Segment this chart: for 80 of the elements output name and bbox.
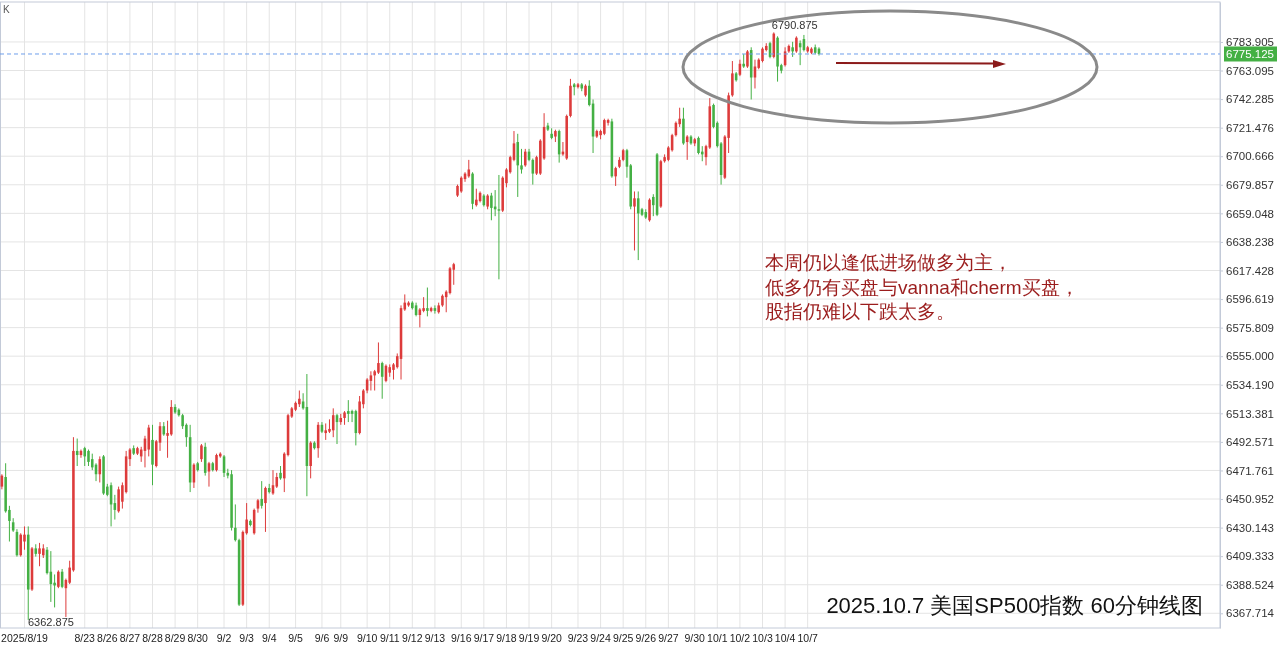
y-tick-label: 6367.714 [1226, 607, 1275, 620]
x-tick-label: 9/13 [424, 632, 446, 644]
candlestick [648, 197, 651, 223]
candlestick [347, 399, 350, 423]
y-tick-label: 6700.666 [1226, 150, 1274, 163]
x-tick-label: 8/27 [119, 632, 141, 644]
candlestick [117, 486, 120, 514]
candlestick [633, 190, 636, 251]
y-tick-label: 6742.285 [1226, 93, 1274, 106]
x-tick-label: 10/7 [797, 632, 819, 644]
candlestick [520, 148, 523, 175]
x-tick-label: 8/23 [74, 632, 96, 644]
annotation: 6790.875 [771, 19, 818, 32]
y-tick-label: 6617.428 [1226, 264, 1274, 277]
candlestick [490, 192, 493, 221]
candlestick [516, 133, 520, 198]
y-tick-label: 6763.095 [1226, 64, 1274, 77]
x-tick-label: 9/12 [402, 632, 423, 644]
candlestick [497, 174, 501, 280]
y-tick-label: 6721.476 [1226, 121, 1274, 134]
candlestick [260, 480, 263, 510]
x-tick-label: 9/3 [239, 632, 255, 644]
x-tick-label: 9/27 [658, 632, 679, 644]
x-tick-label: 9/25 [612, 632, 634, 644]
x-tick-label: 9/11 [379, 632, 400, 644]
y-tick-label: 6638.238 [1226, 236, 1274, 249]
x-tick-label: 9/23 [567, 632, 589, 644]
candlestick [23, 525, 26, 551]
y-tick-label: 6575.809 [1226, 321, 1274, 334]
y-tick-label: 6388.524 [1226, 578, 1275, 591]
x-tick-label: 10/2 [729, 632, 751, 644]
x-tick-label: 2025/8/19 [1, 632, 48, 644]
x-tick-label: 10/3 [752, 632, 773, 644]
x-tick-label: 10/4 [774, 632, 796, 644]
x-tick-label: 9/16 [451, 632, 472, 644]
x-tick-label: 9/18 [496, 632, 517, 644]
candlestick [19, 532, 22, 558]
candlestick [309, 440, 312, 479]
candlestick [731, 60, 734, 98]
x-tick-label: 9/10 [356, 632, 378, 644]
x-tick-label: 9/26 [635, 632, 657, 644]
candlestick [38, 542, 41, 567]
y-tick-label: 6513.381 [1226, 407, 1274, 420]
x-tick-label: 9/2 [216, 632, 232, 644]
annotation: K [3, 3, 10, 15]
y-tick-label: 6659.048 [1226, 207, 1274, 220]
x-tick-label: 10/1 [707, 632, 728, 644]
y-tick-label: 6430.143 [1226, 521, 1274, 534]
y-tick-label: 6555.000 [1226, 350, 1274, 363]
x-tick-label: 9/4 [261, 632, 277, 644]
y-tick-label: 6679.857 [1226, 178, 1274, 191]
y-tick-label: 6409.333 [1226, 550, 1274, 563]
y-tick-label: 6450.952 [1226, 493, 1274, 506]
x-tick-label: 8/26 [97, 632, 118, 644]
x-tick-label: 8/30 [187, 632, 209, 644]
candlestick [377, 341, 380, 375]
candlestick [264, 486, 267, 533]
y-tick-label: 6596.619 [1226, 293, 1274, 306]
annotation: 6362.875 [28, 616, 74, 628]
x-tick-label: 9/20 [541, 632, 563, 644]
x-tick-label: 8/28 [142, 632, 163, 644]
x-tick-label: 8/29 [164, 632, 186, 644]
x-tick-label: 9/19 [518, 632, 540, 644]
x-tick-label: 9/17 [473, 632, 495, 644]
candlestick [83, 446, 86, 467]
x-tick-label: 9/30 [684, 632, 706, 644]
y-tick-label: 6471.761 [1226, 464, 1274, 477]
candlestick [426, 287, 429, 317]
candlestick [614, 166, 617, 187]
candlestick [636, 190, 640, 261]
y-tick-label: 6492.571 [1226, 436, 1274, 449]
x-tick-label: 9/9 [333, 632, 349, 644]
x-tick-label: 9/24 [590, 632, 611, 644]
y-tick-label: 6783.905 [1226, 36, 1274, 49]
x-tick-label: 9/6 [314, 632, 330, 644]
ref-line-label: 6775.125 [1226, 48, 1274, 60]
annotation: 本周仍以逢低进场做多为主，低多仍有买盘与vanna和cherm买盘，股指仍难以下跌太多。 [765, 251, 1079, 322]
y-tick-label: 6534.190 [1226, 378, 1274, 391]
x-tick-label: 9/5 [288, 632, 304, 644]
text: 2025.10.7 美国SP500指数 60分钟线图 [826, 592, 1203, 618]
